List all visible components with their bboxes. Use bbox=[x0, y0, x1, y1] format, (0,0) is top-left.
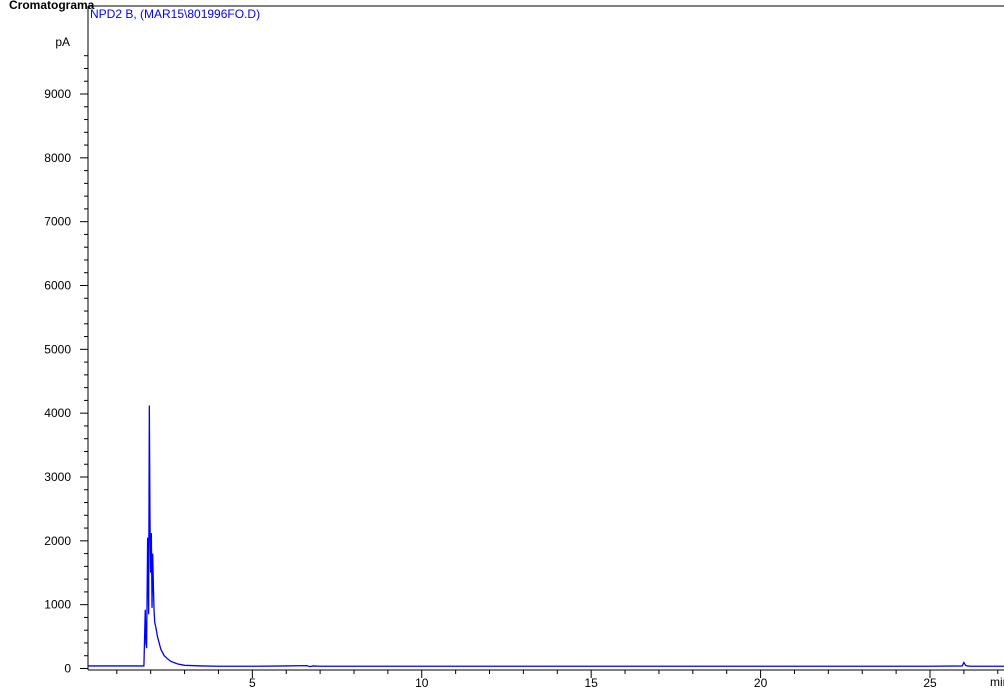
x-axis-label: min bbox=[990, 675, 1004, 688]
y-tick-label: 6000 bbox=[44, 279, 71, 293]
y-tick-label: 3000 bbox=[44, 470, 71, 484]
x-axis-ticks: 5 10 15 20 25 bbox=[116, 670, 999, 688]
chart-title: Cromatograma bbox=[9, 0, 95, 12]
y-tick-label: 2000 bbox=[44, 534, 71, 548]
x-tick-label: 20 bbox=[754, 676, 768, 688]
x-tick-label: 25 bbox=[923, 676, 937, 688]
x-tick-label: 5 bbox=[249, 676, 256, 688]
y-tick-label: 0 bbox=[64, 662, 71, 676]
y-tick-label: 4000 bbox=[44, 406, 71, 420]
y-tick-label: 5000 bbox=[44, 342, 71, 356]
y-tick-label: 9000 bbox=[44, 87, 71, 101]
traces bbox=[88, 405, 1004, 668]
y-axis-label: pA bbox=[55, 35, 70, 49]
y-axis-ticks: 0 1000 2000 3000 4000 5000 6000 7000 8000 9000 bbox=[44, 55, 88, 676]
signal-label: NPD2 B, (MAR15\801996FO.D) bbox=[90, 7, 260, 21]
x-tick-label: 10 bbox=[415, 676, 429, 688]
chromatogram-trace bbox=[88, 405, 1004, 668]
y-tick-label: 7000 bbox=[44, 215, 71, 229]
y-tick-label: 8000 bbox=[44, 151, 71, 165]
x-tick-label: 15 bbox=[584, 676, 598, 688]
y-tick-label: 1000 bbox=[44, 598, 71, 612]
